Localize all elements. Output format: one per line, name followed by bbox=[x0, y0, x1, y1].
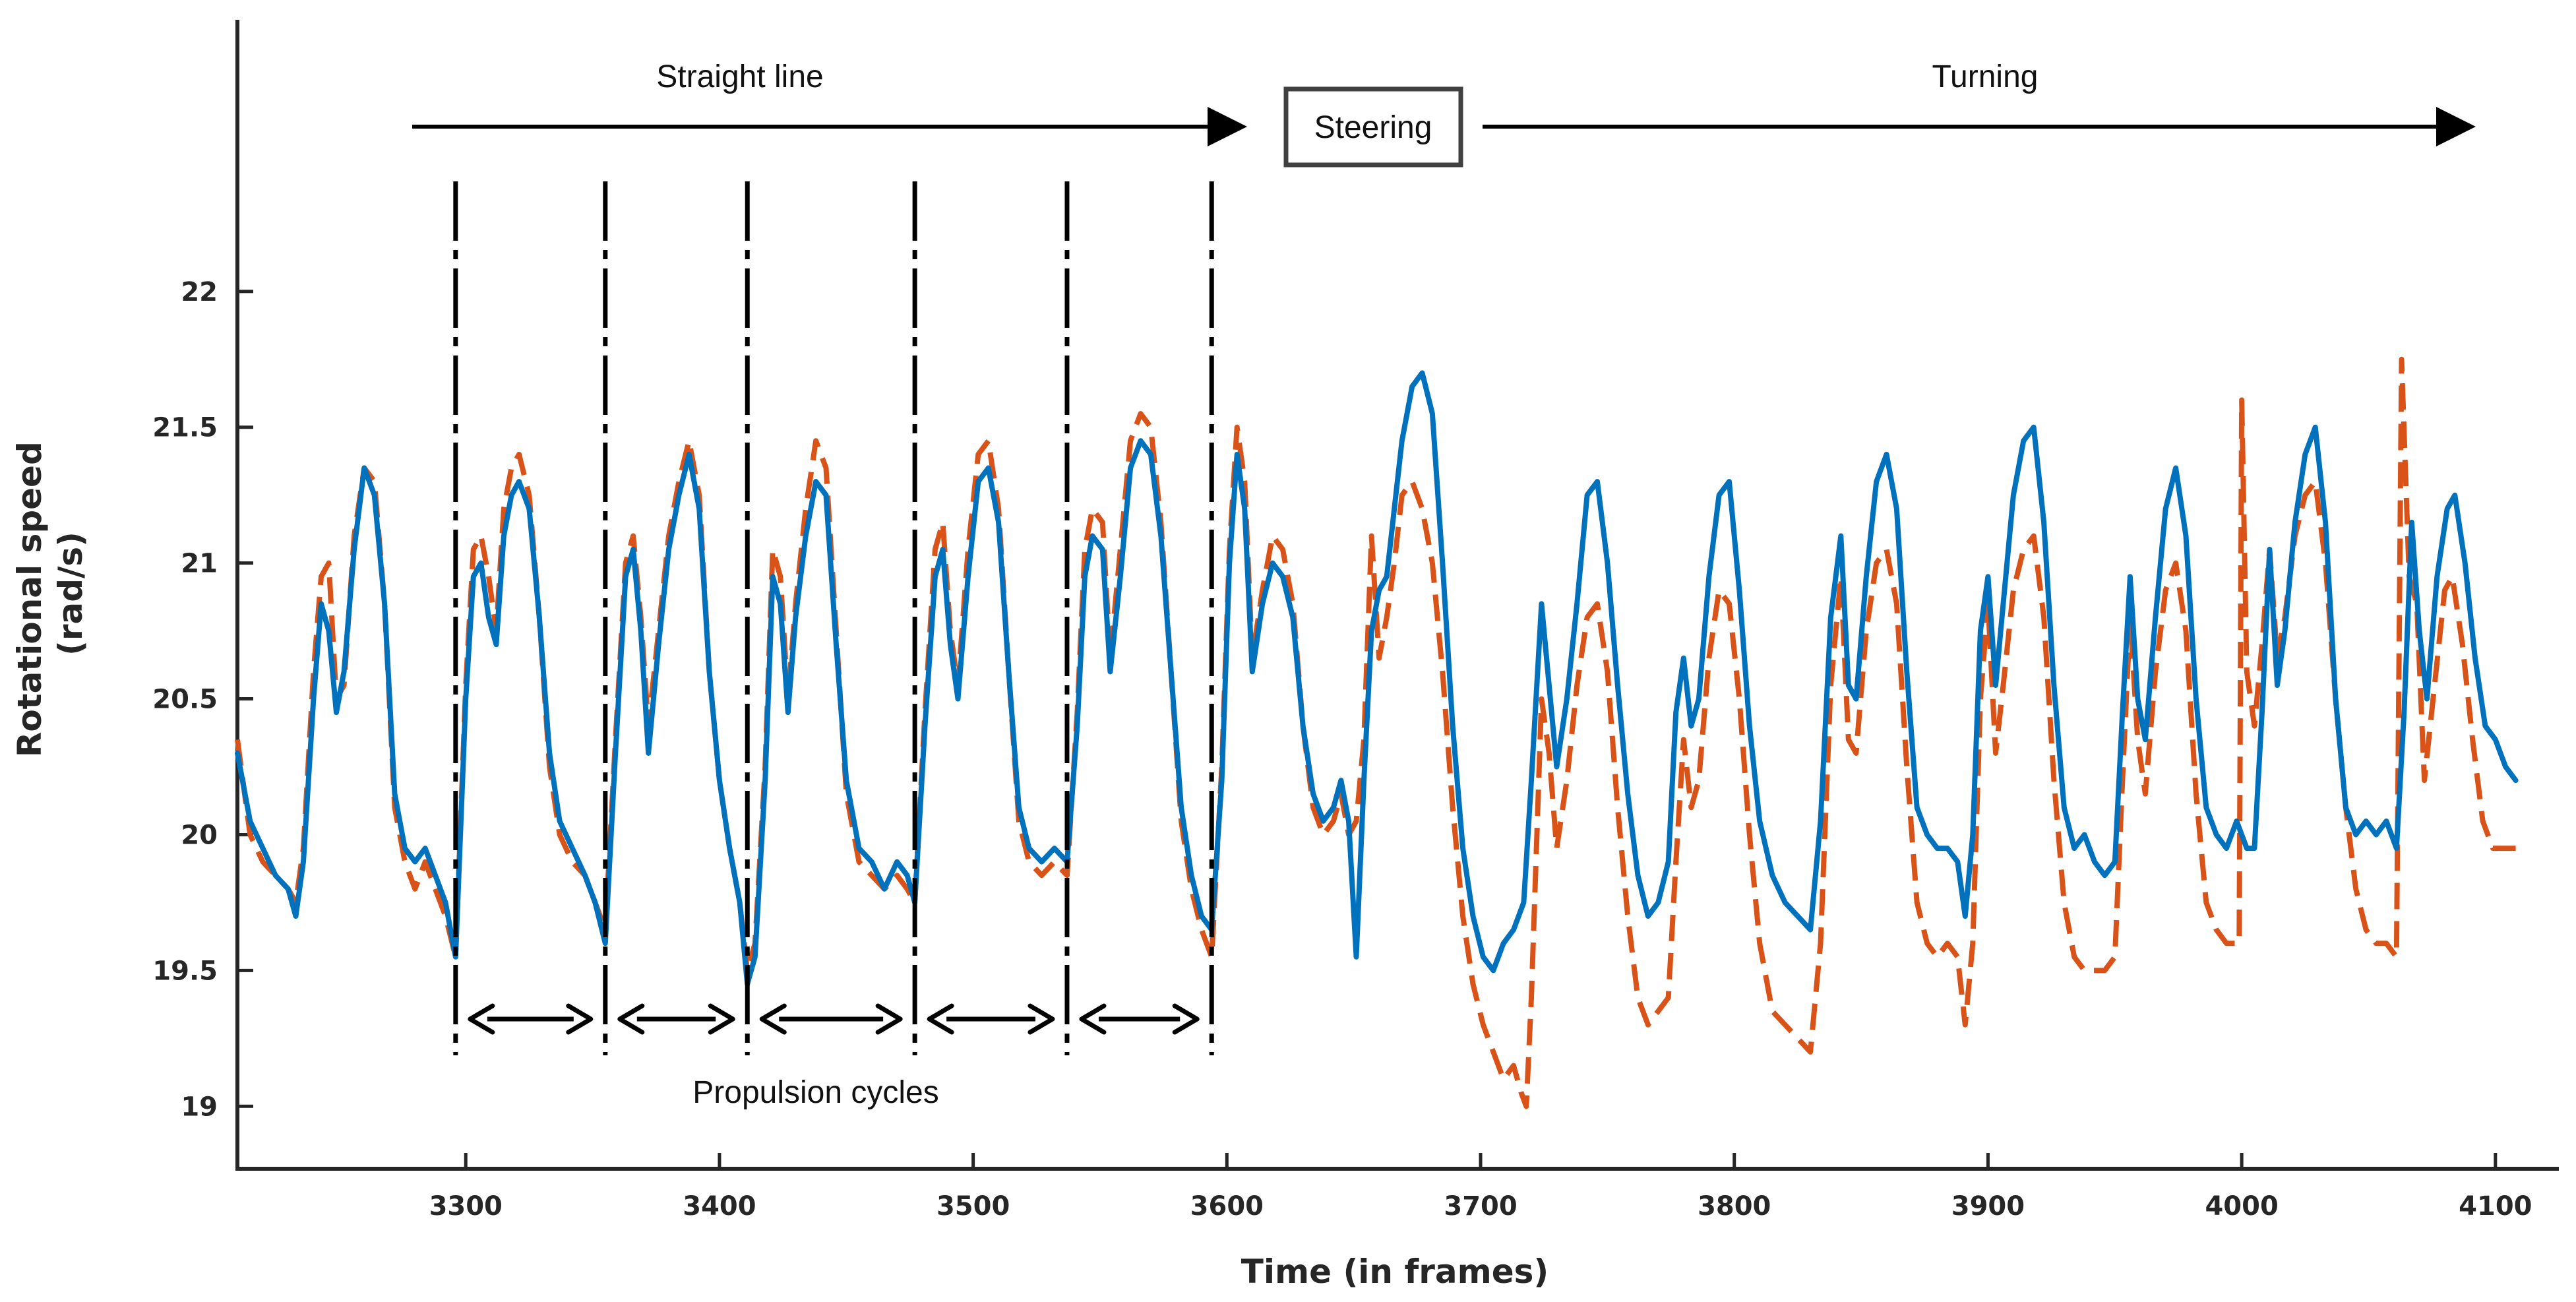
x-axis-label: Time (in frames) bbox=[1241, 1253, 1549, 1291]
propulsion-cycles-label: Propulsion cycles bbox=[692, 1075, 939, 1110]
cycle-arrow-head-right bbox=[1027, 1003, 1055, 1035]
x-tick-label: 3400 bbox=[683, 1191, 756, 1222]
x-tick-label: 3300 bbox=[429, 1191, 503, 1222]
y-tick-label: 19.5 bbox=[152, 956, 218, 986]
y-tick-label: 21.5 bbox=[152, 413, 218, 443]
cycle-arrow-head-left bbox=[468, 1003, 495, 1035]
cycle-arrow-head-left bbox=[927, 1003, 954, 1035]
y-tick-label: 19 bbox=[181, 1092, 218, 1122]
y-tick-label: 21 bbox=[181, 549, 218, 579]
y-axis-label: Rotational speed (rad/s) bbox=[11, 430, 90, 757]
x-tick-label: 3600 bbox=[1190, 1191, 1264, 1222]
y-ticks: 19 19.5 20 20.5 21 21.5 22 bbox=[152, 277, 253, 1122]
y-axis-label-line-1: Rotational speed bbox=[11, 441, 49, 757]
steering-label: Steering bbox=[1314, 110, 1432, 145]
cycle-arrow-head-left bbox=[1079, 1003, 1107, 1035]
x-tick-label: 4100 bbox=[2459, 1191, 2532, 1222]
x-ticks: 3300 3400 3500 3600 3700 3800 3900 4000 4100 bbox=[429, 1153, 2532, 1222]
x-tick-label: 3700 bbox=[1444, 1191, 1517, 1222]
series-lines bbox=[235, 356, 2519, 1109]
steering-box bbox=[1283, 86, 1463, 168]
y-tick-label: 22 bbox=[181, 277, 218, 307]
y-tick-label: 20.5 bbox=[152, 685, 218, 715]
cycle-arrow-head-left bbox=[617, 1003, 645, 1035]
cycle-arrow-head-right bbox=[1172, 1003, 1200, 1035]
x-tick-label: 3500 bbox=[936, 1191, 1010, 1222]
cycle-arrow-head-right bbox=[708, 1003, 735, 1035]
series-line-wheel-1 bbox=[235, 370, 2519, 987]
y-axis-label-line-2: (rad/s) bbox=[51, 532, 90, 656]
turning-label: Turning bbox=[1932, 59, 2039, 94]
annotation-arrows bbox=[412, 86, 2476, 168]
propulsion-cycle-markers bbox=[453, 181, 1214, 1055]
x-tick-label: 3800 bbox=[1698, 1191, 1771, 1222]
cycle-arrow-head-right bbox=[566, 1003, 594, 1035]
series-line-wheel-2 bbox=[235, 356, 2516, 1109]
x-tick-label: 4000 bbox=[2205, 1191, 2278, 1222]
straight-line-label: Straight line bbox=[656, 59, 823, 94]
x-tick-label: 3900 bbox=[1951, 1191, 2025, 1222]
cycle-arrow-head-right bbox=[875, 1003, 903, 1035]
cycle-arrow-head-left bbox=[759, 1003, 787, 1035]
y-tick-label: 20 bbox=[181, 820, 218, 850]
axes bbox=[235, 20, 2559, 1171]
